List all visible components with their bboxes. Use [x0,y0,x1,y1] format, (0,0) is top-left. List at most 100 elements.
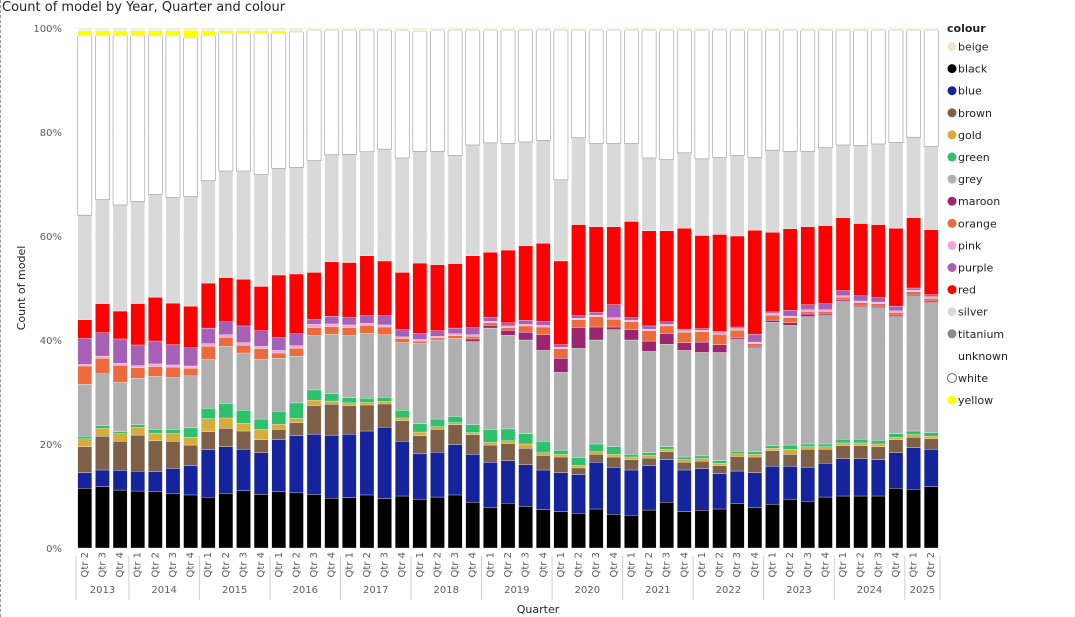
bar-segment-pink[interactable] [536,325,551,328]
bar-segment-gold[interactable] [835,442,851,446]
bar-segment-grey[interactable] [853,306,868,440]
bar-segment-brown[interactable] [923,438,939,450]
bar-segment-green[interactable] [747,451,763,455]
bar-segment-beige[interactable] [765,27,780,31]
bar-segment-beige[interactable] [818,27,833,31]
legend-marker-green[interactable] [947,152,957,162]
bar-segment-brown[interactable] [130,434,145,472]
bar-segment-brown[interactable] [730,456,745,472]
bar-segment-grey[interactable] [800,316,815,445]
bar-segment-blue[interactable] [818,463,833,498]
bar-segment-black[interactable] [888,488,904,549]
bar-segment-purple[interactable] [236,325,251,343]
bar-segment-silver[interactable] [483,142,498,253]
bar-segment-blue[interactable] [571,474,586,514]
bar-segment-black[interactable] [800,501,815,549]
bar-segment-purple[interactable] [253,330,269,347]
bar-segment-orange[interactable] [324,326,339,335]
legend-label-beige[interactable]: beige [958,41,989,54]
bar-segment-brown[interactable] [430,429,445,453]
bar-segment-blue[interactable] [430,452,445,498]
bar-segment-black[interactable] [112,489,128,549]
bar-segment-purple[interactable] [377,315,392,326]
bar-segment-beige[interactable] [606,27,621,31]
bar-segment-white[interactable] [324,30,340,156]
bar-segment-black[interactable] [853,495,868,549]
bar-segment-brown[interactable] [641,457,657,466]
bar-segment-white[interactable] [271,32,287,169]
bar-segment-blue[interactable] [888,452,904,489]
bar-segment-red[interactable] [923,229,939,295]
bar-segment-silver[interactable] [800,151,815,227]
bar-segment-blue[interactable] [536,469,551,510]
legend-marker-unknown[interactable] [947,351,957,361]
bar-segment-grey[interactable] [606,329,621,447]
bar-segment-blue[interactable] [447,444,463,496]
bar-segment-white[interactable] [359,30,375,153]
bar-segment-purple[interactable] [324,316,339,325]
bar-segment-silver[interactable] [641,157,657,231]
bar-segment-gold[interactable] [465,432,480,435]
bar-segment-silver[interactable] [218,170,234,278]
bar-segment-black[interactable] [483,507,498,549]
bar-segment-brown[interactable] [148,440,163,472]
legend-label-unknown[interactable]: unknown [958,350,1008,363]
bar-segment-beige[interactable] [201,27,216,31]
bar-segment-red[interactable] [518,245,533,321]
bar-segment-orange[interactable] [289,348,304,357]
bar-segment-beige[interactable] [77,27,93,31]
bar-segment-grey[interactable] [923,302,939,433]
bar-segment-brown[interactable] [483,444,498,463]
bar-segment-brown[interactable] [871,446,886,460]
bar-segment-silver[interactable] [694,158,710,236]
bar-segment-grey[interactable] [201,358,216,409]
bar-segment-beige[interactable] [659,27,674,31]
bar-segment-brown[interactable] [571,467,586,475]
bar-segment-brown[interactable] [765,450,780,467]
bar-segment-black[interactable] [500,503,516,549]
bar-segment-black[interactable] [271,491,286,549]
bar-segment-white[interactable] [77,35,93,216]
bar-segment-brown[interactable] [712,465,727,474]
bar-segment-pink[interactable] [236,342,251,346]
bar-segment-red[interactable] [765,232,780,313]
bar-segment-silver[interactable] [500,143,516,251]
bar-segment-green[interactable] [553,450,569,455]
bar-segment-pink[interactable] [218,334,234,338]
bar-segment-beige[interactable] [500,27,516,31]
bar-segment-beige[interactable] [677,27,692,31]
bar-segment-white[interactable] [606,30,622,144]
bar-segment-pink[interactable] [677,330,692,333]
bar-segment-purple[interactable] [465,327,480,335]
bar-segment-grey[interactable] [236,352,251,411]
bar-segment-purple[interactable] [518,320,533,325]
legend-label-green[interactable]: green [958,151,990,164]
bar-segment-beige[interactable] [800,27,815,31]
bar-segment-grey[interactable] [730,339,745,452]
bar-segment-brown[interactable] [818,449,833,464]
bar-segment-gold[interactable] [923,436,939,439]
bar-segment-blue[interactable] [518,464,533,507]
bar-segment-beige[interactable] [430,27,445,31]
bar-segment-black[interactable] [218,493,234,549]
bar-segment-black[interactable] [77,488,93,549]
bar-segment-purple[interactable] [95,332,110,357]
bar-segment-purple[interactable] [765,311,780,314]
bar-segment-pink[interactable] [377,324,392,328]
bar-segment-silver[interactable] [377,149,392,262]
bar-segment-white[interactable] [394,30,410,159]
bar-segment-black[interactable] [183,494,198,549]
bar-segment-grey[interactable] [765,322,780,446]
bar-segment-yellow[interactable] [183,29,198,39]
bar-segment-silver[interactable] [730,155,745,237]
bar-segment-red[interactable] [571,224,586,316]
legend-label-brown[interactable]: brown [958,107,992,120]
bar-segment-black[interactable] [324,498,339,549]
bar-segment-green[interactable] [165,429,181,434]
bar-segment-black[interactable] [712,508,727,549]
bar-segment-brown[interactable] [306,405,322,435]
bar-segment-brown[interactable] [677,462,692,471]
bar-segment-black[interactable] [430,496,445,549]
bar-segment-brown[interactable] [835,445,851,459]
bar-segment-orange[interactable] [306,327,322,336]
